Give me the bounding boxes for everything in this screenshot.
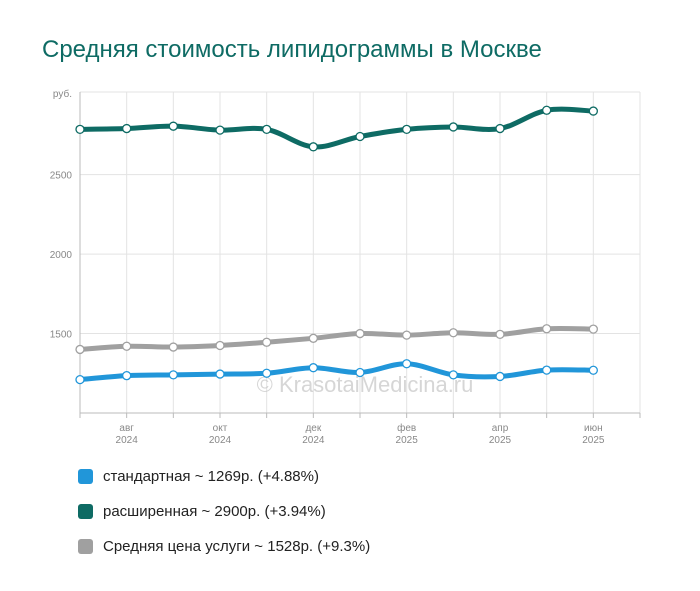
data-point <box>308 363 318 373</box>
data-point <box>588 365 598 375</box>
chart-title: Средняя стоимость липидограммы в Москве <box>42 36 542 63</box>
y-tick-labels: 1500 2000 2500 <box>50 171 73 341</box>
data-point <box>448 122 458 132</box>
data-point <box>308 142 318 152</box>
data-point <box>542 105 552 115</box>
data-point <box>215 125 225 135</box>
x-tick-labels: авг2024окт2024дек2024фев2025апр2025июн20… <box>116 422 605 446</box>
data-point <box>542 365 552 375</box>
y-tick-label: 1500 <box>50 330 73 341</box>
data-point <box>355 131 365 142</box>
x-tick-label-month: июн <box>584 423 603 434</box>
data-point <box>122 371 132 381</box>
data-point <box>542 324 552 334</box>
data-point <box>402 330 412 340</box>
data-point <box>168 121 178 131</box>
data-point <box>215 369 225 379</box>
data-point <box>122 341 132 351</box>
x-tick-label-year: 2025 <box>489 435 512 446</box>
data-point <box>495 123 505 134</box>
data-point <box>402 124 412 134</box>
data-point <box>262 337 272 347</box>
watermark: © KrasotaiMedicina.ru <box>257 372 474 397</box>
data-point <box>355 328 365 339</box>
data-point <box>168 342 178 352</box>
x-tick-label-month: дек <box>305 423 321 434</box>
legend-swatch <box>78 538 93 554</box>
y-tick-label: 2500 <box>50 171 73 182</box>
data-point <box>588 324 598 334</box>
legend-label: стандартная ~ 1269р. (+4.88%) <box>103 467 319 485</box>
data-point <box>75 374 85 385</box>
data-point <box>262 124 272 134</box>
data-point <box>448 370 458 380</box>
legend-label: Средняя цена услуги ~ 1528р. (+9.3%) <box>103 537 371 555</box>
data-point <box>402 359 412 369</box>
data-point <box>308 333 318 343</box>
legend: стандартная ~ 1269р. (+4.88%) расширенна… <box>78 464 370 569</box>
data-point <box>122 123 132 134</box>
x-tick-label-month: апр <box>492 423 509 434</box>
data-point <box>262 368 272 378</box>
series-2 <box>75 324 598 355</box>
y-tick-label: 2000 <box>50 250 73 261</box>
data-point <box>588 106 598 116</box>
data-point <box>495 371 505 382</box>
data-point <box>75 124 85 134</box>
series-lines <box>75 105 598 385</box>
legend-item-average[interactable]: Средняя цена услуги ~ 1528р. (+9.3%) <box>78 534 370 558</box>
series-line <box>77 325 596 352</box>
data-point <box>215 340 225 351</box>
x-tick-label-year: 2025 <box>582 435 605 446</box>
x-tick-label-year: 2024 <box>302 435 325 446</box>
x-tick-label-year: 2024 <box>209 435 232 446</box>
data-point <box>448 328 458 338</box>
y-axis-unit: руб. <box>53 88 72 100</box>
series-line <box>77 106 596 150</box>
data-point <box>495 329 505 339</box>
legend-swatch <box>78 503 93 519</box>
legend-item-extended[interactable]: расширенная ~ 2900р. (+3.94%) <box>78 499 370 523</box>
legend-item-standard[interactable]: стандартная ~ 1269р. (+4.88%) <box>78 464 370 488</box>
series-1 <box>75 105 598 152</box>
x-tick-label-year: 2025 <box>396 435 419 446</box>
axes <box>79 92 641 418</box>
x-tick-label-month: фев <box>397 422 416 434</box>
series-0 <box>75 359 598 385</box>
x-tick-label-year: 2024 <box>116 435 139 446</box>
data-point <box>75 344 85 355</box>
x-tick-label-month: авг <box>119 423 134 434</box>
x-tick-label-month: окт <box>213 423 228 434</box>
data-point <box>168 370 178 380</box>
data-point <box>355 367 365 378</box>
legend-label: расширенная ~ 2900р. (+3.94%) <box>103 502 326 520</box>
legend-swatch <box>78 468 93 484</box>
